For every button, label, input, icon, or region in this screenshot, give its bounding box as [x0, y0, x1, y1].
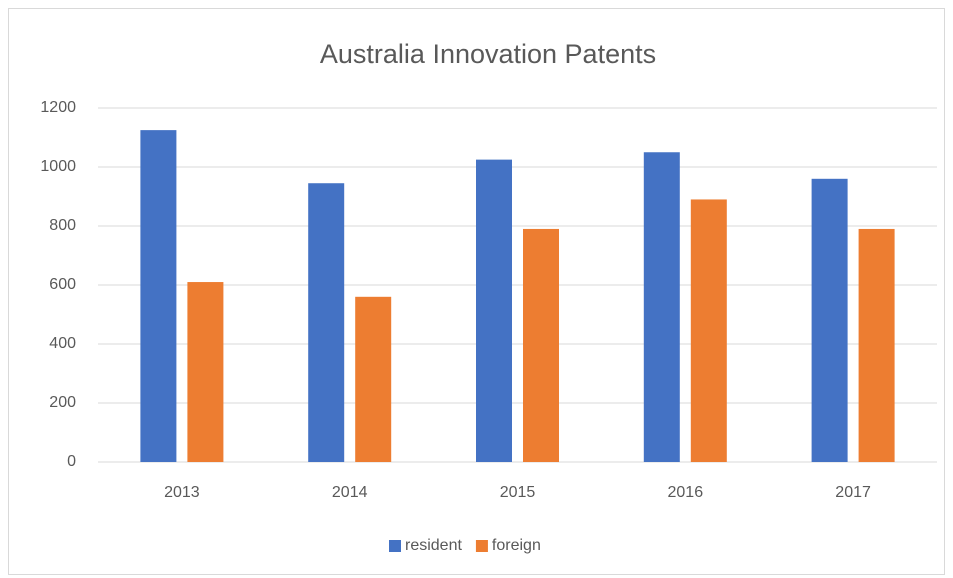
bar [355, 296, 392, 462]
bar [523, 228, 559, 462]
x-tick-label: 2017 [835, 484, 871, 501]
y-tick-label: 1000 [40, 158, 76, 175]
x-tick-label: 2014 [332, 484, 368, 501]
bar [811, 178, 848, 463]
y-tick-label: 600 [49, 276, 76, 293]
x-tick-label: 2013 [164, 484, 200, 501]
y-tick-label: 0 [67, 453, 76, 470]
x-tick-label: 2015 [500, 484, 536, 501]
bar [858, 228, 895, 462]
bar [690, 199, 727, 462]
legend-swatch [389, 540, 401, 552]
bar [308, 183, 345, 462]
bar [476, 159, 512, 462]
y-tick-label: 400 [49, 335, 76, 352]
chart-title: Australia Innovation Patents [320, 39, 656, 69]
y-tick-label: 800 [49, 217, 76, 234]
legend-label: foreign [492, 537, 541, 554]
bar [187, 282, 224, 462]
x-tick-label: 2016 [668, 484, 704, 501]
y-tick-label: 200 [49, 394, 76, 411]
legend-label: resident [405, 537, 462, 554]
bar [140, 130, 177, 462]
legend-swatch [475, 540, 488, 552]
y-tick-label: 1200 [40, 99, 76, 116]
bar [643, 152, 680, 462]
